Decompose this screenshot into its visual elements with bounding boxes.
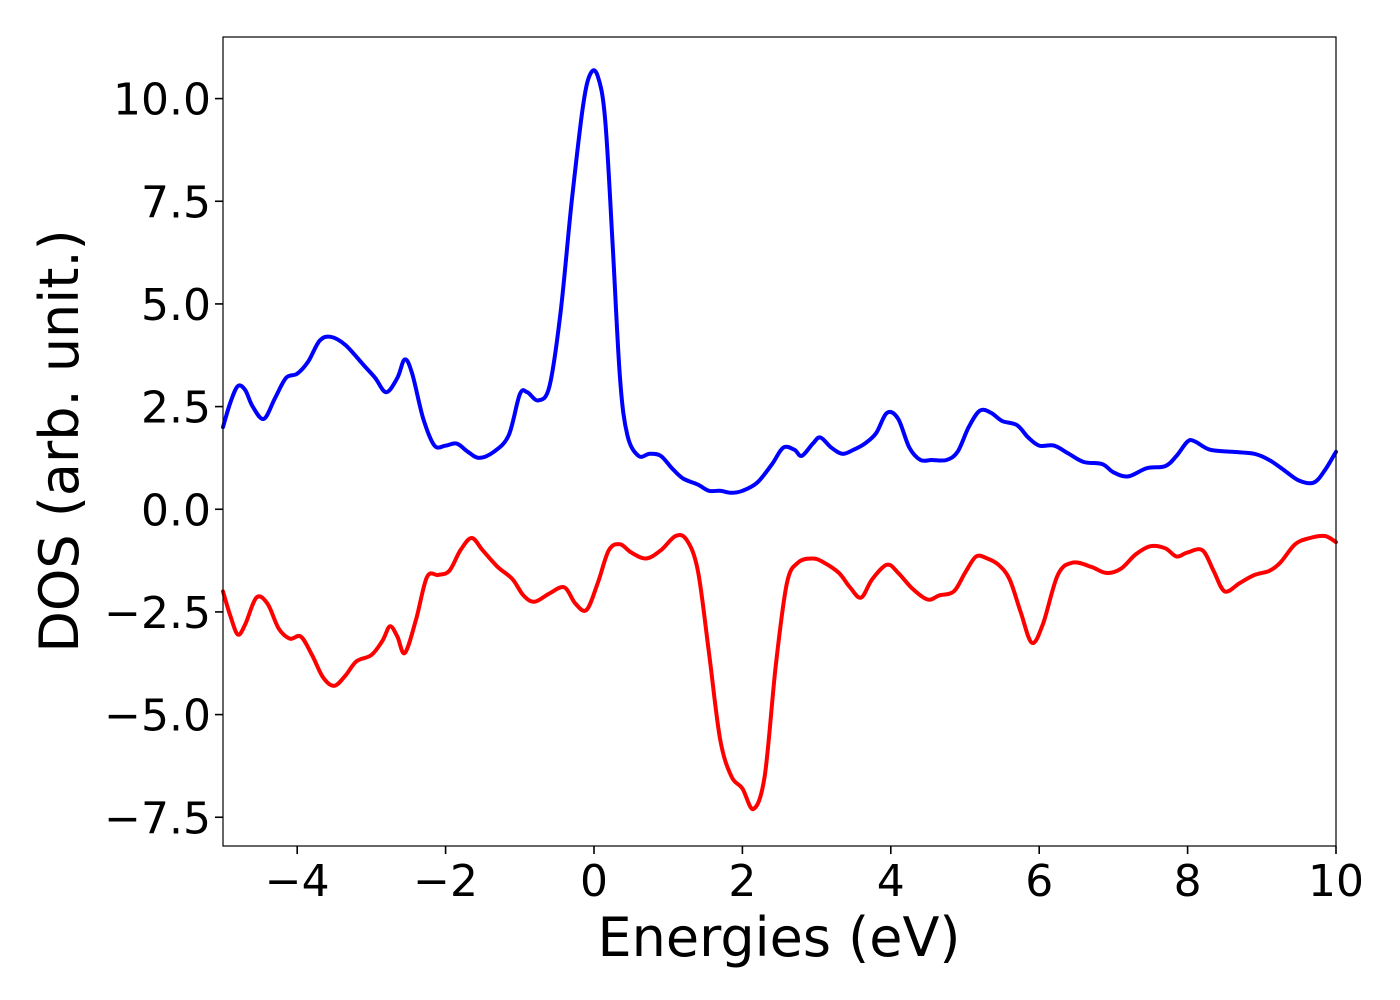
series-layer [221,68,1338,812]
x-axis-ticks: −4 −2 0 2 4 6 8 10 [265,846,1364,907]
y-tick-label: 0.0 [141,485,211,536]
y-axis-title: DOS (arb. unit.) [28,229,91,652]
y-tick-label: −5.0 [104,691,211,742]
y-tick-label: −2.5 [104,588,211,639]
plot-frame [222,36,1337,847]
series-line-1 [221,68,1338,495]
y-tick-label: −7.5 [104,793,211,844]
x-axis-title: Energies (eV) [598,906,961,969]
x-tick-label: 2 [728,856,756,907]
x-tick-label: 0 [580,856,608,907]
x-tick-label: 10 [1308,856,1364,907]
y-tick-label: 7.5 [141,177,211,228]
x-tick-label: −2 [413,856,478,907]
y-tick-label: 5.0 [141,280,211,331]
x-tick-label: 8 [1174,856,1202,907]
y-tick-label: 2.5 [141,383,211,434]
x-tick-label: −4 [265,856,330,907]
y-axis-ticks: 10.0 7.5 5.0 2.5 0.0 −2.5 −5.0 −7.5 [104,75,223,844]
y-tick-label: 10.0 [113,75,211,126]
series-line-2 [221,532,1338,812]
x-tick-label: 4 [877,856,905,907]
x-tick-label: 6 [1025,856,1053,907]
